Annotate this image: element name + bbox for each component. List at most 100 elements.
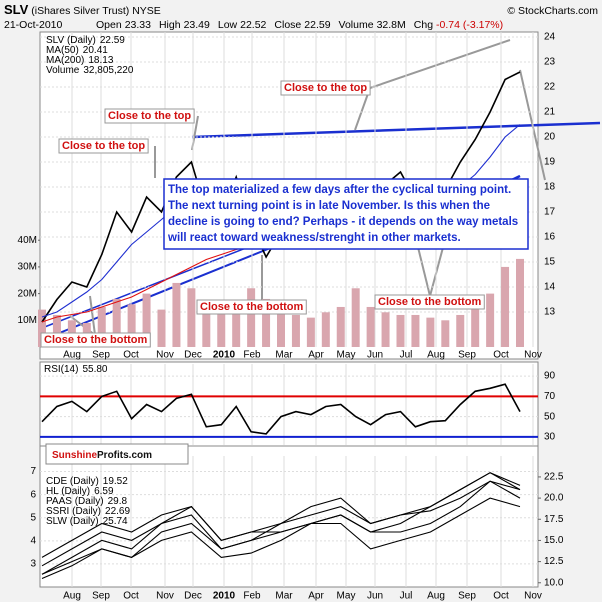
text-part: SLW (Daily)	[46, 516, 99, 527]
x-tick-label: Mar	[275, 591, 293, 602]
text-part: 6.59	[94, 486, 114, 497]
x-tick-label: May	[337, 591, 356, 602]
x-tick-label: Oct	[493, 591, 509, 602]
volume-bar	[426, 317, 435, 347]
legend-entry: SSRI (Daily) 22.69	[46, 506, 130, 517]
y-tick-label: 5	[30, 512, 36, 523]
text-part: PAAS (Daily)	[46, 496, 104, 507]
volume-bar	[262, 298, 271, 347]
annotation-box	[196, 299, 307, 315]
x-tick-label: Sep	[458, 591, 476, 602]
text-part: 23.33	[125, 19, 151, 31]
volume-bar	[471, 304, 480, 347]
volume-bar	[366, 306, 375, 347]
volume-bar	[516, 258, 524, 347]
y-tick-label: 30	[544, 432, 556, 443]
y2-tick-label: 12.5	[544, 556, 564, 567]
y2-tick-label: 15.0	[544, 535, 564, 546]
text-part: SLV (Daily)	[46, 35, 96, 46]
y-tick-label: 14	[544, 282, 556, 293]
series-line	[41, 480, 521, 558]
x-tick-label: Oct	[123, 591, 139, 602]
text-part: 32.8M	[377, 19, 406, 31]
x-tick-label: Sep	[92, 591, 110, 602]
x-tick-label: Aug	[427, 591, 445, 602]
series-line	[41, 383, 521, 435]
legend-entry: HL (Daily) 6.59	[46, 486, 114, 497]
x-tick-label: Jul	[400, 591, 413, 602]
x-tick-label: Aug	[63, 591, 81, 602]
y-tick-label: 22	[544, 82, 556, 93]
annotation: Close to the bottom	[200, 301, 303, 313]
annotation: Close to the top	[284, 82, 367, 94]
volume-bar	[501, 266, 510, 347]
y-tick-label: 70	[544, 391, 556, 402]
y-tick-label: 3	[30, 559, 36, 570]
x-tick-label: Feb	[243, 591, 261, 602]
text-part: 22.52	[240, 19, 266, 31]
text-part: MA(200)	[46, 55, 84, 66]
text-part: Open	[96, 19, 122, 31]
text-part: Close	[274, 19, 301, 31]
text-part: MA(50)	[46, 45, 79, 56]
header-title: SLV (iShares Silver Trust) NYSE	[4, 2, 161, 17]
x-tick-label: Nov	[524, 591, 542, 602]
volume-bar	[441, 320, 450, 347]
volume-bar	[381, 312, 390, 347]
text-part: Volume	[46, 65, 80, 76]
legend-entry: PAAS (Daily) 29.8	[46, 496, 128, 507]
note-line: will react toward weakness/strenght in o…	[167, 232, 461, 244]
legend-entry: MA(200) 18.13	[46, 55, 114, 66]
annotation-box	[40, 332, 151, 348]
volume-bar	[321, 312, 330, 347]
text-part: 22.59	[304, 19, 330, 31]
volume-bar	[411, 314, 420, 347]
volume-bar	[277, 309, 285, 347]
volume-bar	[187, 288, 196, 347]
text-part: 55.80	[82, 364, 107, 375]
x-tick-label: Sep	[458, 350, 476, 361]
y-tick-label: 19	[544, 157, 556, 168]
x-tick-label: Oct	[493, 350, 509, 361]
text-part: High	[159, 19, 181, 31]
x-tick-label: May	[337, 350, 356, 361]
text-part: 32,805,220	[83, 65, 133, 76]
y-tick-label: 6	[30, 489, 36, 500]
note-line: The top materialized a few days after th…	[168, 184, 511, 196]
annotation: Close to the top	[62, 140, 145, 152]
quote-line: Open 23.33 High 23.49 Low 22.52 Close 22.59 Volu…	[96, 19, 503, 31]
text-part: 29.8	[108, 496, 128, 507]
volume-bar	[217, 312, 226, 347]
legend-entry: CDE (Daily) 19.52	[46, 476, 128, 487]
logo-box	[45, 443, 189, 465]
x-tick-label: Mar	[275, 350, 293, 361]
legend-entry: SLW (Daily) 25.74	[46, 516, 128, 527]
text-part: CDE (Daily)	[46, 476, 99, 487]
text-part: 23.49	[184, 19, 210, 31]
credit: © StockCharts.com	[507, 5, 598, 17]
volume-bar	[306, 317, 315, 347]
x-tick-label: Feb	[243, 350, 261, 361]
y2-tick-label: 22.5	[544, 472, 564, 483]
annotation: Close to the bottom	[378, 296, 481, 308]
volume-bar	[112, 298, 121, 347]
x-tick-label: Aug	[427, 350, 445, 361]
x-tick-label: 2010	[213, 350, 236, 361]
x-tick-label: Nov	[524, 350, 542, 361]
x-tick-label: Apr	[308, 591, 324, 602]
text-part: Low	[218, 19, 238, 31]
y-tick-label: 7	[30, 466, 36, 477]
date: 21-Oct-2010	[4, 19, 63, 31]
text-part: 18.13	[88, 55, 113, 66]
rsi-legend: RSI(14) 55.80	[44, 364, 108, 375]
y-tick-label: 50	[544, 411, 556, 422]
y-tick-label: 13	[544, 307, 556, 318]
x-tick-label: Apr	[308, 350, 324, 361]
y-tick-label: 17	[544, 207, 556, 218]
text-part: 22.59	[100, 35, 125, 46]
volume-bar	[202, 304, 211, 347]
x-tick-label: Jul	[400, 350, 413, 361]
volume-bar	[351, 288, 360, 347]
